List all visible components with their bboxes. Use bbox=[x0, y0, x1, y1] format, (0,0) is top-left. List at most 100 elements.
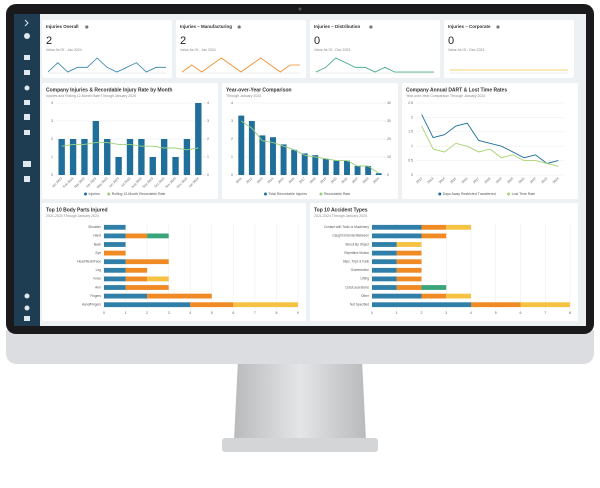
nav-icon[interactable] bbox=[24, 55, 30, 60]
y-tick-label: 1 bbox=[51, 155, 53, 159]
category-label: Slips, Trips & Falls bbox=[343, 260, 370, 264]
x-tick-label: 5 bbox=[495, 311, 497, 315]
bar-segment bbox=[372, 293, 422, 299]
kpi-title: Injuries – Manufacturing bbox=[180, 24, 232, 29]
nav-icon[interactable] bbox=[24, 70, 30, 75]
category-label: Repetitive Motion bbox=[344, 251, 369, 255]
legend-swatch bbox=[319, 192, 323, 196]
line-series bbox=[241, 120, 379, 174]
x-tick-label: 2018 bbox=[309, 176, 317, 184]
bar-segment bbox=[104, 285, 126, 290]
info-icon bbox=[237, 25, 241, 29]
y-tick-label: 2 bbox=[411, 115, 413, 119]
bar-segment bbox=[372, 242, 397, 247]
x-tick-label: 2012 bbox=[415, 176, 423, 184]
kpi-card bbox=[310, 20, 440, 78]
sidebar bbox=[14, 14, 40, 326]
bar-segment bbox=[104, 250, 126, 256]
x-tick-label: 2019 bbox=[495, 176, 503, 184]
x-tick-label: 2022 bbox=[529, 176, 537, 184]
nav-icon[interactable] bbox=[24, 176, 30, 182]
x-tick-label: 2015 bbox=[277, 176, 285, 184]
category-label: Knee bbox=[94, 277, 102, 281]
y2-tick-label: 40 bbox=[387, 101, 391, 105]
x-tick-label: 2016 bbox=[461, 176, 469, 184]
kpi-title: Injuries – Corporate bbox=[448, 24, 491, 29]
y2-tick-label: 0 bbox=[387, 173, 389, 177]
bar-segment bbox=[372, 250, 397, 256]
nav-icon[interactable] bbox=[24, 293, 30, 299]
bar-segment bbox=[104, 293, 148, 299]
category-label: Head/Neck/Face bbox=[77, 260, 101, 264]
bar-segment bbox=[372, 233, 422, 239]
category-label: Other bbox=[361, 294, 370, 298]
category-label: Caught In/Under/Between bbox=[332, 234, 369, 238]
nav-icon[interactable] bbox=[24, 114, 30, 120]
bar bbox=[138, 139, 145, 175]
x-tick-label: 2020 bbox=[506, 176, 514, 184]
bar-segment bbox=[147, 293, 212, 299]
sparkline bbox=[315, 57, 434, 73]
info-icon bbox=[85, 25, 89, 29]
legend-label: Recordable Rate bbox=[324, 192, 350, 196]
kpi-card bbox=[176, 20, 306, 78]
bar-segment bbox=[396, 250, 422, 256]
category-label: Shoulder bbox=[88, 225, 102, 229]
bar-segment bbox=[446, 224, 471, 230]
nav-icon[interactable] bbox=[24, 305, 30, 311]
x-tick-label: 2021 bbox=[340, 176, 348, 184]
sparkline bbox=[181, 57, 300, 73]
category-label: Not Specified bbox=[350, 303, 369, 307]
line-series bbox=[421, 125, 559, 167]
bar-segment bbox=[372, 224, 422, 230]
bar-segment bbox=[421, 224, 447, 230]
nav-icon[interactable] bbox=[23, 161, 31, 167]
chart-title: Top 10 Accident Types bbox=[314, 207, 368, 213]
bar-segment bbox=[233, 302, 298, 308]
kpi-value: 2 bbox=[180, 35, 186, 47]
nav-icon[interactable] bbox=[24, 100, 30, 105]
nav-icon[interactable] bbox=[24, 130, 30, 135]
bar-segment bbox=[372, 267, 397, 273]
bar-segment bbox=[372, 302, 471, 308]
kpi-title: Injuries – Distribution bbox=[314, 24, 361, 29]
bar-segment bbox=[396, 285, 422, 290]
y-tick-label: 1 bbox=[411, 144, 413, 148]
sidebar-icons[interactable] bbox=[23, 19, 31, 321]
y-tick-label: 3 bbox=[231, 119, 233, 123]
x-tick-label: 8 bbox=[569, 311, 571, 315]
chart-subtitle: 2021-2024 Through January 2024 bbox=[314, 214, 367, 218]
kpi-subtitle: Value As Of - Dec 2023 bbox=[448, 48, 484, 52]
x-tick-label: 2013 bbox=[256, 176, 264, 184]
x-tick-label: 0 bbox=[371, 311, 373, 315]
x-tick-label: 2 bbox=[421, 311, 423, 315]
x-tick-label: 2020 bbox=[330, 176, 338, 184]
x-tick-label: 7 bbox=[544, 311, 546, 315]
nav-icon[interactable] bbox=[24, 316, 30, 321]
x-tick-label: 2022 bbox=[351, 176, 359, 184]
bar bbox=[160, 139, 168, 175]
y2-tick-label: 1 bbox=[207, 155, 209, 159]
y2-tick-label: 20 bbox=[387, 137, 391, 141]
chart-title: Company Injuries & Recordable Injury Rat… bbox=[46, 87, 172, 93]
bar bbox=[291, 149, 298, 175]
bar-segment bbox=[125, 276, 148, 282]
bar-segment bbox=[190, 302, 234, 308]
legend-swatch bbox=[84, 192, 87, 196]
y2-tick-label: 3 bbox=[207, 119, 209, 123]
bar bbox=[322, 158, 329, 175]
bar-segment bbox=[147, 233, 169, 239]
stand-base bbox=[222, 438, 378, 452]
bar bbox=[365, 166, 372, 175]
chart-subtitle: Year-over-Year Comparison Through Januar… bbox=[406, 94, 485, 98]
y-tick-label: 2 bbox=[231, 137, 233, 141]
nav-icon[interactable] bbox=[24, 85, 30, 91]
monitor-chin bbox=[6, 330, 594, 364]
x-tick-label: 5 bbox=[211, 311, 213, 315]
bar bbox=[104, 139, 111, 175]
x-tick-label: 3 bbox=[168, 311, 170, 315]
camera bbox=[298, 7, 302, 11]
kpi-subtitle: Value As Of - Dec 2023 bbox=[314, 48, 350, 52]
nav-icon[interactable] bbox=[24, 33, 30, 39]
bar-segment bbox=[125, 267, 148, 273]
